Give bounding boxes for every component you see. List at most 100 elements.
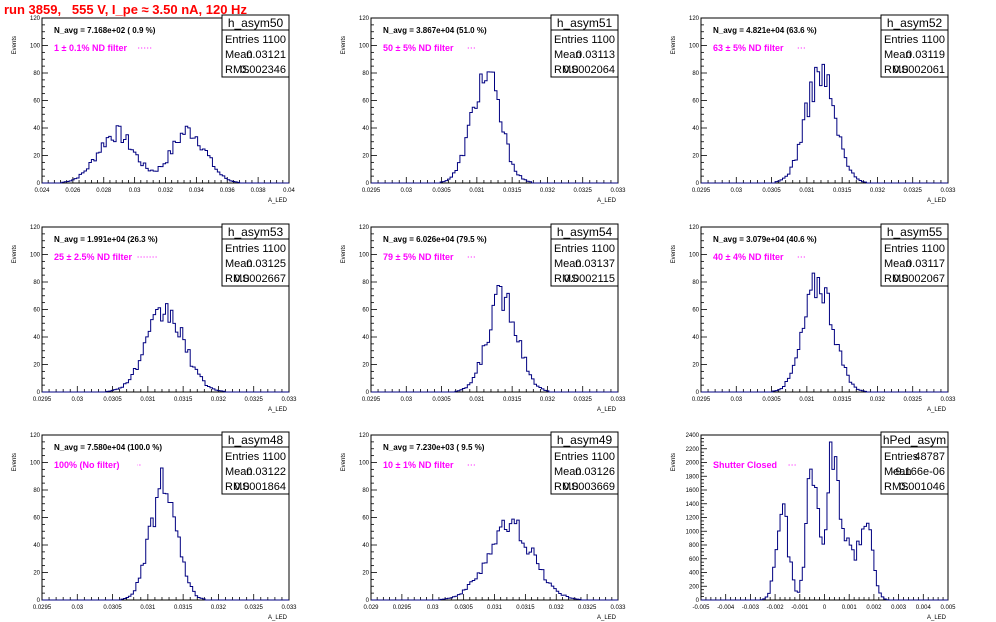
y-tick-label: 120 [689,16,700,22]
x-tick-label: 0.03 [730,188,742,194]
x-tick-label: 0.0295 [362,397,381,403]
x-tick-label: 0.033 [940,188,956,194]
histogram-panel-h_asym54: 0 20 40 60 80 100 120 0.0295 0.03 0.0305 0.031 0.03… [341,223,626,413]
y-tick-label: 20 [692,154,699,160]
stats-box [550,14,619,78]
y-tick-label: 20 [692,363,699,369]
y-tick-label: 0 [696,181,700,187]
stats-value-entries: 1100 [591,34,615,46]
x-tick-label: 0.033 [281,397,297,403]
y-tick-label: 120 [30,225,41,231]
y-tick-label: 20 [362,363,369,369]
stats-key-mean: Mean [225,466,253,478]
y-tick-label: 80 [33,71,40,77]
x-axis-title: A_LED [268,407,288,413]
stats-title: h_asym51 [557,16,613,30]
y-axis-title: Events [341,36,347,54]
n-avg-label: N_avg = 3.867e+04 (51.0 %) [383,26,487,35]
histogram-panel-h_asym51: 0 20 40 60 80 100 120 0.0295 0.03 0.0305 0.031 0.03… [341,14,626,204]
x-tick-label: 0.0305 [103,605,122,611]
y-tick-label: 20 [362,571,369,577]
x-tick-label: 0.0295 [393,605,412,611]
y-tick-label: 60 [33,308,40,314]
x-tick-label: 0.032 [540,188,556,194]
stats-key-entries: Entries [554,243,589,255]
filter-label: 79 ± 5% ND filter [383,252,454,262]
stats-value-mean: -9.166e-06 [892,466,945,478]
stats-key-rms: RMS [554,273,578,285]
y-tick-label: 120 [689,225,700,231]
y-tick-label: 60 [33,516,40,522]
filter-label: 63 ± 5% ND filter [713,43,784,53]
x-tick-label: 0.0305 [432,188,451,194]
histogram-panel-hPed_asym: 0 200 400 600 800 1000 1200 1400 1600 1800 2000 220… [671,431,956,621]
stats-key-rms: RMS [225,64,249,76]
histogram-panel-h_asym49: 0 20 40 60 80 100 120 0.029 0.0295 0.03 0.0305 0.03… [341,431,626,621]
stats-key-entries: Entries [884,451,919,463]
filter-label: 100% (No filter) [54,460,120,470]
x-tick-label: 0.038 [251,188,267,194]
n-avg-label: N_avg = 6.026e+04 (79.5 %) [383,235,487,244]
y-tick-label: 0 [366,598,370,604]
stats-value-rms: 0.001046 [899,481,945,493]
y-tick-label: 100 [359,253,370,259]
stats-title: h_asym53 [228,225,284,239]
y-tick-label: 40 [33,335,40,341]
y-tick-label: 1200 [686,516,700,522]
y-axis-title: Events [671,453,677,471]
stats-title: h_asym54 [557,225,613,239]
stats-value-mean: 0.03113 [576,49,615,61]
x-tick-label: 0.0295 [692,188,711,194]
x-tick-label: -0.005 [692,605,710,611]
x-tick-label: 0.032 [158,188,174,194]
stats-box [880,14,949,78]
stats-key-entries: Entries [225,451,260,463]
stats-value-entries: 1100 [921,243,945,255]
y-tick-label: 80 [362,280,369,286]
x-tick-label: 0.0305 [762,188,781,194]
stats-key-rms: RMS [225,273,249,285]
x-axis-title: A_LED [597,407,617,413]
histogram-bars [371,284,618,393]
y-tick-label: 80 [692,71,699,77]
stats-key-rms: RMS [554,481,578,493]
stats-box [221,223,290,287]
y-tick-label: 100 [30,44,41,50]
stats-title: h_asym49 [557,433,613,447]
x-axis-title: A_LED [927,407,947,413]
stats-title: h_asym55 [887,225,943,239]
y-tick-label: 80 [33,280,40,286]
stats-key-entries: Entries [884,243,919,255]
x-tick-label: 0.0315 [174,397,193,403]
y-tick-label: 20 [362,154,369,160]
stats-key-mean: Mean [554,466,582,478]
x-tick-label: 0.0295 [362,188,381,194]
x-tick-label: 0.03 [730,397,742,403]
x-tick-label: 0.0325 [904,188,923,194]
stats-value-rms: 0.0002115 [564,273,615,285]
x-tick-label: 0.0315 [174,605,193,611]
y-tick-label: 100 [359,44,370,50]
histogram-bars [701,441,948,601]
y-tick-label: 60 [362,516,369,522]
stats-value-rms: 0.002346 [240,64,286,76]
y-tick-label: 100 [689,253,700,259]
x-tick-label: 0.004 [916,605,932,611]
stats-value-entries: 1100 [921,34,945,46]
stats-title: hPed_asym [883,433,946,447]
histogram-panel-h_asym55: 0 20 40 60 80 100 120 0.0295 0.03 0.0305 0.031 0.03… [671,223,956,413]
page-title: run 3859, 555 V, I_pe ≈ 3.50 nA, 120 Hz [4,2,247,17]
y-tick-label: 80 [692,280,699,286]
x-tick-label: 0.029 [363,605,379,611]
histogram-bars [701,63,948,184]
filter-label: 40 ± 4% ND filter [713,252,784,262]
x-tick-label: -0.004 [717,605,735,611]
y-tick-label: 0 [37,181,41,187]
stats-value-rms: 0.0003669 [563,481,615,493]
y-axis-title: Events [12,36,18,54]
y-tick-label: 40 [362,543,369,549]
y-axis-title: Events [341,453,347,471]
x-tick-label: 0.03 [129,188,141,194]
y-tick-label: 40 [362,126,369,132]
